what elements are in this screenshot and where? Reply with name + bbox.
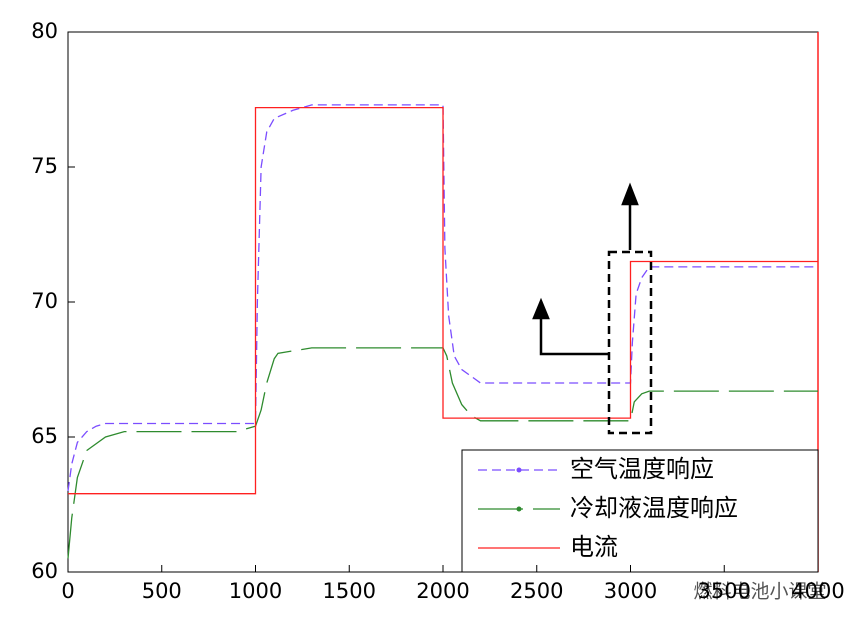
y-tick-label: 65 [31, 424, 58, 448]
series-line [67, 347, 818, 559]
x-tick-label: 3500 [698, 579, 751, 603]
legend-label: 空气温度响应 [570, 455, 714, 483]
legend-marker [516, 506, 522, 512]
y-tick-label: 70 [31, 289, 58, 313]
y-tick-label: 75 [31, 154, 58, 178]
legend-label: 电流 [570, 533, 618, 561]
y-tick-label: 80 [31, 19, 58, 43]
series-line [67, 104, 818, 492]
x-tick-label: 2500 [510, 579, 563, 603]
watermark: 燃料电池小课堂 [693, 581, 826, 603]
x-tick-label: 3000 [604, 579, 657, 603]
x-tick-label: 0 [61, 579, 74, 603]
x-tick-label: 4000 [791, 579, 844, 603]
legend-marker [516, 467, 522, 473]
series-line [68, 106, 818, 495]
x-tick-label: 1500 [323, 579, 376, 603]
x-tick-label: 1000 [229, 579, 282, 603]
x-tick-label: 500 [142, 579, 182, 603]
y-tick-label: 60 [31, 559, 58, 583]
x-tick-label: 2000 [416, 579, 469, 603]
legend-label: 冷却液温度响应 [570, 494, 738, 522]
annotation [532, 182, 653, 435]
